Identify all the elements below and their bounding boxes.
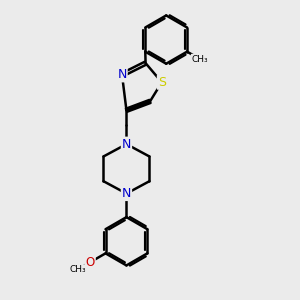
Text: N: N	[117, 68, 127, 81]
Text: CH₃: CH₃	[191, 55, 208, 64]
Text: S: S	[158, 76, 166, 89]
Text: CH₃: CH₃	[69, 265, 86, 274]
Text: O: O	[85, 256, 95, 269]
Text: N: N	[122, 187, 131, 200]
Text: N: N	[122, 138, 131, 151]
